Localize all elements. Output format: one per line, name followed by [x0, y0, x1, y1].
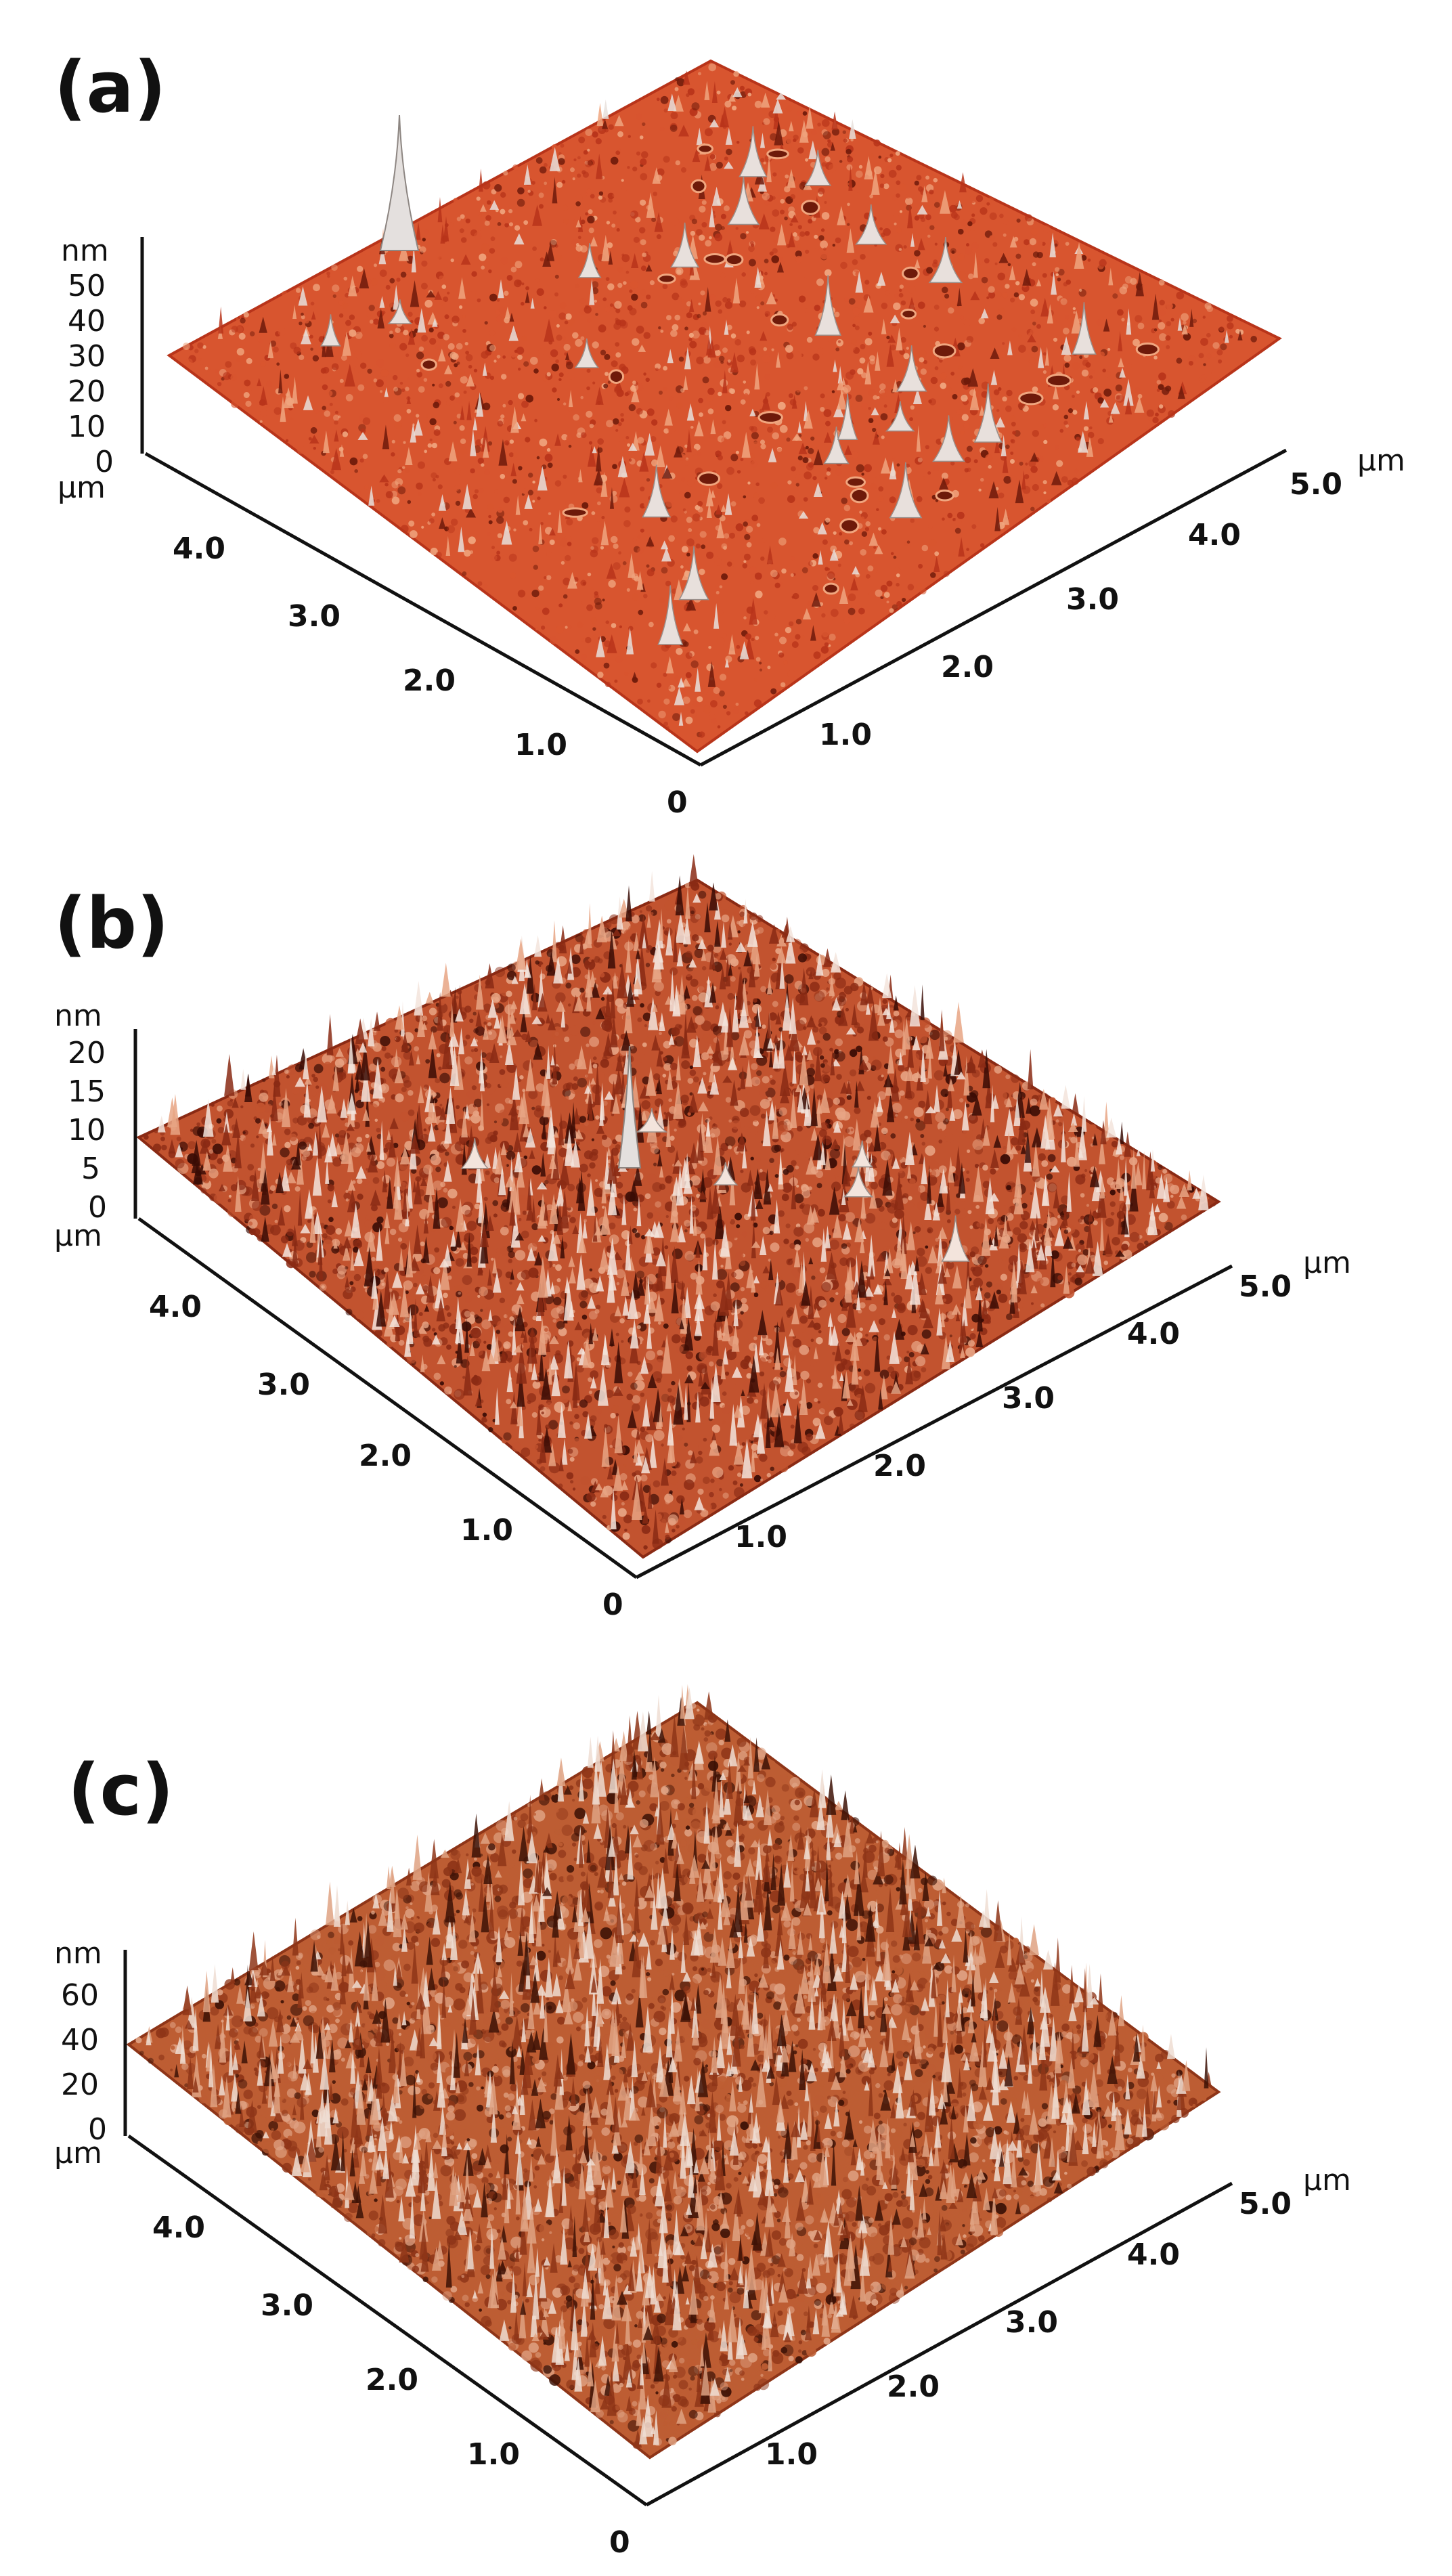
- afm-surface-image: [167, 59, 1282, 754]
- panel-label: (b): [54, 882, 169, 965]
- right-tick: 3.0: [1005, 2305, 1058, 2340]
- right-tick: 5.0: [1290, 467, 1342, 502]
- left-tick: 4.0: [173, 531, 225, 566]
- z-tick: 5: [81, 1152, 100, 1186]
- right-axis: [699, 448, 1288, 767]
- right-tick: 4.0: [1127, 1317, 1180, 1351]
- left-tick: 2.0: [403, 663, 456, 698]
- xy-unit-right: µm: [1357, 443, 1405, 478]
- z-tick: 0: [88, 2112, 107, 2147]
- z-tick: 10: [68, 410, 106, 444]
- z-tick: 20: [61, 2068, 99, 2102]
- z-unit: nm: [61, 234, 109, 268]
- z-tick: 40: [61, 2023, 99, 2057]
- z-tick: 0: [88, 1190, 107, 1225]
- xy-unit-left: µm: [54, 1219, 102, 1253]
- right-tick: 4.0: [1188, 518, 1241, 552]
- left-tick: 4.0: [152, 2210, 205, 2245]
- right-axis: [645, 2181, 1233, 2507]
- xy-unit-right: µm: [1303, 2163, 1351, 2198]
- xy-unit-right: µm: [1303, 1246, 1351, 1280]
- right-tick: 3.0: [1066, 582, 1119, 617]
- origin-tick: 0: [609, 2525, 630, 2560]
- panel-c: (c) nm 60 40 20 0 µm 4.0 3.0 2.0 1.0 0 1…: [54, 1684, 1351, 2560]
- right-tick: 5.0: [1239, 1269, 1292, 1304]
- z-tick: 15: [68, 1074, 106, 1109]
- left-tick: 1.0: [460, 1513, 513, 1548]
- panel-a: (a) nm 50 40 30 20 10 0 µm 4.0 3.0 2.0 1…: [54, 46, 1405, 820]
- origin-tick: 0: [667, 785, 688, 820]
- left-tick: 3.0: [261, 2288, 313, 2323]
- left-tick: 4.0: [149, 1290, 202, 1324]
- z-tick: 0: [95, 445, 114, 479]
- left-tick: 3.0: [288, 599, 340, 634]
- xy-unit-left: µm: [58, 471, 106, 505]
- right-tick: 1.0: [765, 2437, 818, 2472]
- xy-unit-left: µm: [54, 2136, 102, 2170]
- z-tick: 10: [68, 1113, 106, 1148]
- left-axis: [127, 2134, 648, 2507]
- left-tick: 2.0: [366, 2363, 418, 2397]
- left-tick: 2.0: [359, 1439, 412, 1473]
- z-unit: nm: [54, 1936, 102, 1971]
- panel-b: (b) nm 20 15 10 5 0 µm 4.0 3.0 2.0 1.0 0…: [54, 854, 1351, 1622]
- z-tick: 30: [68, 339, 106, 374]
- z-unit: nm: [54, 999, 102, 1033]
- left-tick: 1.0: [467, 2437, 520, 2472]
- right-tick: 1.0: [734, 1520, 787, 1554]
- right-tick: 2.0: [873, 1449, 926, 1483]
- panel-label: (c): [68, 1749, 174, 1831]
- z-tick: 40: [68, 304, 106, 339]
- left-axis: [144, 452, 702, 767]
- origin-tick: 0: [602, 1588, 623, 1622]
- z-tick: 60: [61, 1978, 99, 2013]
- panel-label: (a): [54, 46, 166, 129]
- right-tick: 3.0: [1002, 1381, 1055, 1416]
- right-tick: 4.0: [1127, 2237, 1180, 2272]
- z-tick: 20: [68, 1036, 106, 1070]
- z-tick: 50: [68, 269, 106, 303]
- z-tick: 20: [68, 374, 106, 409]
- left-tick: 3.0: [257, 1368, 310, 1402]
- right-axis: [635, 1264, 1233, 1579]
- left-axis: [137, 1217, 638, 1579]
- right-tick: 5.0: [1239, 2187, 1292, 2221]
- right-tick: 2.0: [887, 2370, 940, 2404]
- right-tick: 1.0: [819, 718, 872, 752]
- left-tick: 1.0: [514, 728, 567, 762]
- right-tick: 2.0: [941, 650, 994, 684]
